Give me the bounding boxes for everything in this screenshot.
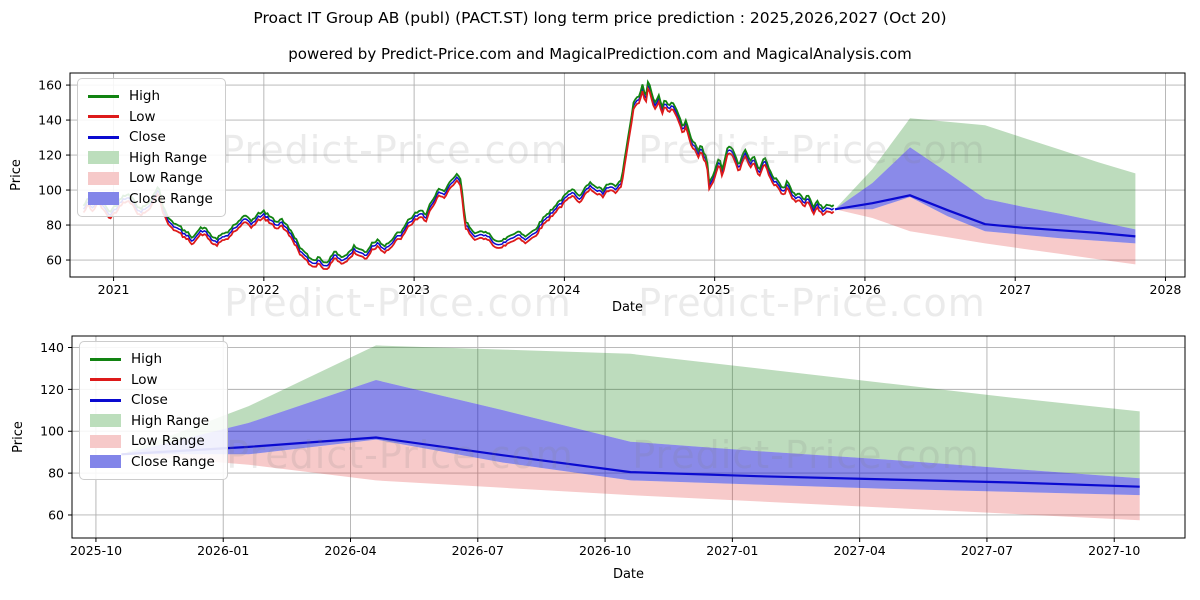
x-axis-label: Date [612,300,643,315]
y-tick-label: 140 [40,340,64,355]
close-range-area [121,380,1140,496]
plot-background [70,73,1185,277]
plot-background [72,336,1185,538]
x-tick-label: 2027 [999,282,1031,297]
legend-swatch [88,192,119,206]
close-forecast-line [834,194,1136,238]
legend-label: High Range [131,412,210,429]
x-tick-label: 2026 [849,282,881,297]
legend-swatch [90,434,121,448]
legend-swatch [88,171,119,185]
y-tick-label: 140 [38,113,62,128]
y-tick-label: 120 [38,148,62,163]
legend-item-high-range: High Range [88,148,213,169]
legend-label: High [131,351,163,368]
legend-label: High [129,88,161,105]
x-tick-label: 2027-01 [706,543,758,558]
x-tick-label: 2027-10 [1088,543,1140,558]
x-tick-label: 2021 [98,282,130,297]
high-range-area [834,118,1136,230]
y-tick-label: 60 [46,253,62,268]
legend-label: Close Range [129,190,213,207]
close-range-area [834,147,1136,244]
x-tick-label: 2026-07 [452,543,504,558]
legend-label: Low Range [129,170,203,187]
high-range-area [121,345,1140,479]
bottom-chart: 2025-10 2026-01 2026-04 2026-07 2026-10 2027-… [11,335,1186,582]
legend-item-high-range: High Range [90,411,215,432]
legend-swatch [88,115,119,119]
legend-swatch [90,398,121,402]
low-range-area [121,439,1140,521]
y-tick-label: 60 [48,507,64,522]
figure-title: Proact IT Group AB (publ) (PACT.ST) long… [253,9,947,27]
legend-swatch [90,357,121,361]
legend-label: Close [129,129,166,146]
legend-item-high: High [90,349,215,370]
legend-item-low: Low [90,370,215,391]
axis-ticks: 2025-10 2026-01 2026-04 2026-07 2026-10 2027-… [40,340,1140,558]
plot-border [69,72,1186,278]
plot-border [71,335,1186,539]
y-tick-label: 100 [40,424,64,439]
legend-swatch [88,135,119,139]
y-tick-label: 80 [48,466,64,481]
x-tick-label: 2026-01 [197,543,249,558]
legend-swatch [90,455,121,469]
legend-item-close: Close [90,390,215,411]
x-tick-label: 2022 [248,282,280,297]
legend-item-low: Low [88,107,213,128]
legend-item-close-range: Close Range [90,452,215,473]
legend-item-close-range: Close Range [88,189,213,210]
y-tick-label: 100 [38,183,62,198]
x-tick-label: 2025 [699,282,731,297]
x-tick-label: 2026-04 [324,543,376,558]
low-line-history [82,85,835,271]
x-tick-label: 2027-04 [834,543,886,558]
low-range-area [834,197,1136,265]
close-forecast-line [121,436,1140,488]
x-tick-label: 2027-07 [961,543,1013,558]
legend-item-low-range: Low Range [90,431,215,452]
x-axis-label: Date [613,567,644,582]
legend-label: Low [131,371,158,388]
y-tick-label: 80 [46,218,62,233]
gridlines [72,336,1185,538]
y-tick-label: 120 [40,382,64,397]
x-tick-label: 2025-10 [70,543,122,558]
legend-label: Low Range [131,433,205,450]
x-tick-label: 2024 [548,282,580,297]
legend-swatch [90,378,121,382]
y-axis-label: Price [11,421,26,453]
legend-item-close: Close [88,127,213,148]
legend-swatch [88,94,119,98]
legend-bottom-chart: High Low Close High Range Low Range Close Ran… [79,341,228,480]
legend-label: Close Range [131,453,215,470]
top-chart: 2021 2022 2023 2024 2025 2026 2027 2028 60 80 100 1… [9,72,1186,315]
legend-label: High Range [129,149,208,166]
gridlines [70,73,1185,277]
x-tick-label: 2028 [1150,282,1182,297]
axis-ticks: 2021 2022 2023 2024 2025 2026 2027 2028 60 80 100 1… [38,78,1181,297]
legend-label: Low [129,108,156,125]
legend-swatch [88,151,119,165]
legend-item-low-range: Low Range [88,168,213,189]
y-axis-label: Price [9,159,24,191]
figure-subtitle: powered by Predict-Price.com and Magical… [288,45,912,63]
legend-label: Close [131,392,168,409]
x-tick-label: 2023 [398,282,430,297]
legend-item-high: High [88,86,213,107]
x-tick-label: 2026-10 [579,543,631,558]
legend-top-chart: High Low Close High Range Low Range Close Ran… [77,78,226,217]
legend-swatch [90,414,121,428]
y-tick-label: 160 [38,78,62,93]
